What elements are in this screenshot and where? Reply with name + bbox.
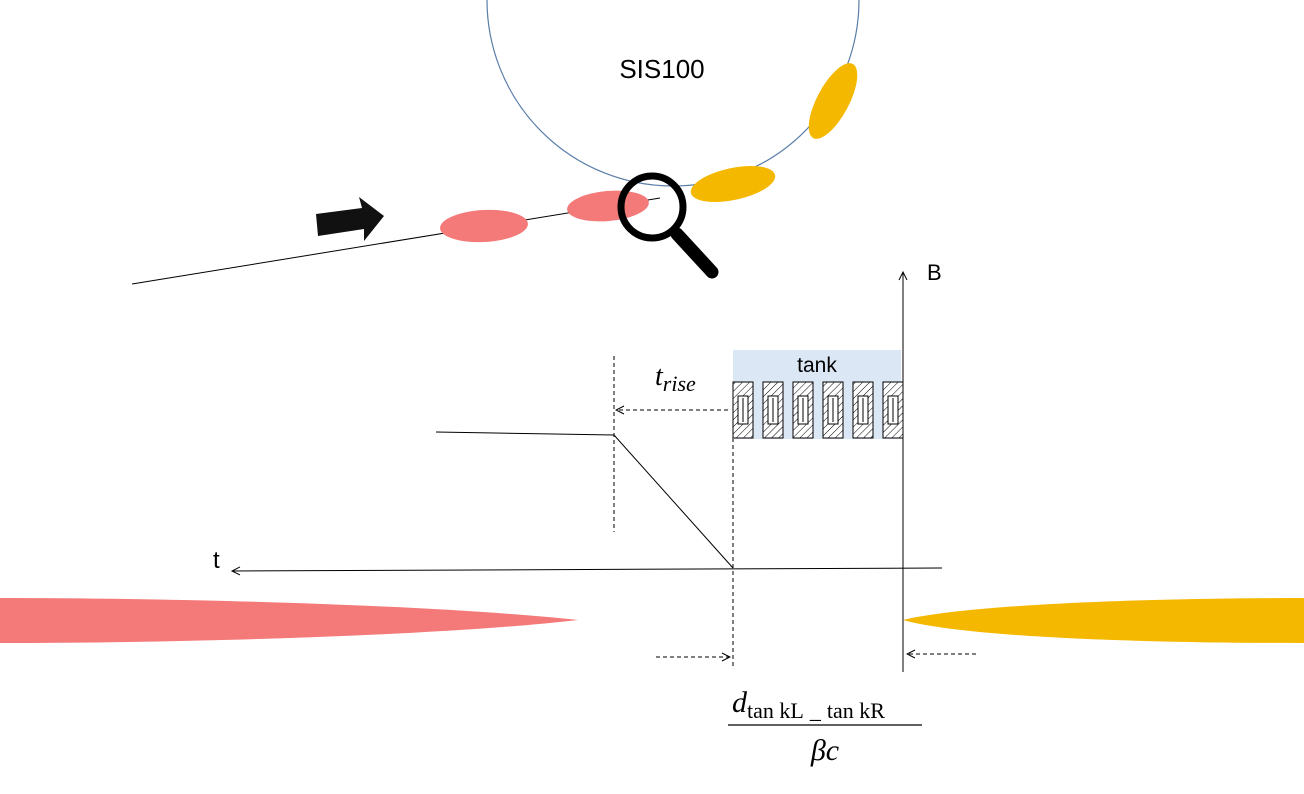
injected-bunch-1 (440, 209, 528, 243)
field-ramp-curve (435, 431, 734, 569)
direction-arrow-icon (316, 197, 384, 241)
tank-cavity (732, 381, 754, 439)
formula-sep: _ (809, 698, 822, 723)
t-axis-label: t (213, 547, 220, 574)
magnifier-icon (617, 172, 719, 279)
tank-cavity (762, 381, 784, 439)
tank-header (733, 350, 901, 381)
formula-denominator: βc (810, 734, 839, 767)
sis100-ring (486, 0, 860, 187)
ring-bunch-2 (690, 165, 776, 203)
tank-cavities (732, 381, 904, 439)
tank-body (733, 381, 901, 439)
tank-cavity (822, 381, 844, 439)
rise-time-label: trise (655, 361, 696, 396)
t-axis (232, 568, 943, 571)
rise-symbol: t (655, 361, 664, 392)
formula-sub-b: tan kR (827, 698, 885, 723)
tank-cavity (882, 381, 904, 439)
tank-label: tank (797, 354, 837, 377)
formula-numerator: dtan kL _ tan kR (732, 686, 885, 723)
injected-bunch-2 (567, 190, 649, 222)
tank-cavity (792, 381, 814, 439)
circulating-bunch-long (903, 598, 1304, 643)
tank-cavity (852, 381, 874, 439)
ring-bunch-1 (808, 63, 858, 139)
formula-sub-a: tan kL (747, 698, 804, 723)
b-axis-label: B (927, 260, 942, 285)
rise-subscript: rise (663, 371, 696, 396)
injected-bunch-long (0, 598, 578, 643)
ring-label: SIS100 (619, 54, 704, 84)
formula-symbol-d: d (732, 686, 748, 719)
